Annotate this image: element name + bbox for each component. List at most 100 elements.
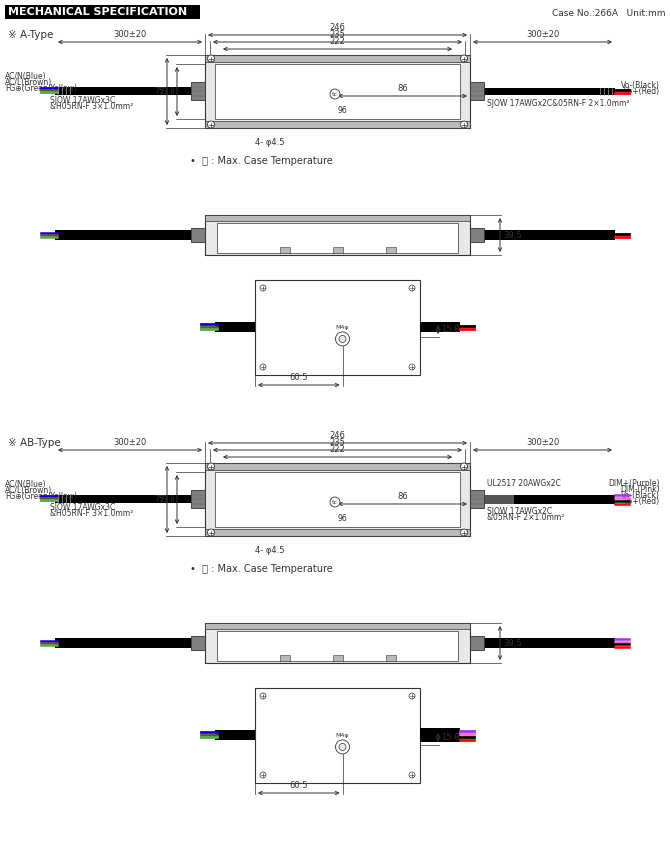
Text: M4φ: M4φ (336, 733, 349, 738)
Text: 4- φ4.5: 4- φ4.5 (255, 546, 285, 555)
Text: 235: 235 (330, 438, 346, 447)
Text: AC/N(Blue): AC/N(Blue) (5, 71, 47, 81)
Text: 60.5: 60.5 (289, 373, 308, 382)
Bar (255, 280, 420, 375)
Circle shape (409, 693, 415, 699)
Text: UL2517 20AWGx2C: UL2517 20AWGx2C (487, 478, 561, 488)
Bar (217, 223, 458, 253)
Bar (191, 636, 205, 650)
Circle shape (208, 55, 214, 62)
Text: MECHANICAL SPECIFICATION: MECHANICAL SPECIFICATION (8, 7, 187, 17)
Circle shape (330, 89, 340, 99)
Circle shape (460, 463, 468, 470)
Text: 246: 246 (330, 431, 346, 440)
Circle shape (336, 740, 350, 754)
Circle shape (208, 463, 214, 470)
Text: 86: 86 (397, 492, 408, 501)
Text: 53.8: 53.8 (158, 495, 175, 504)
Text: &H05RN-F 3×1.0mm²: &H05RN-F 3×1.0mm² (50, 101, 133, 111)
Bar (332, 655, 342, 661)
Bar (215, 472, 460, 527)
Text: 39.5: 39.5 (503, 231, 521, 239)
Bar (470, 82, 484, 100)
Bar (420, 322, 460, 332)
Text: AC/L(Brown): AC/L(Brown) (5, 77, 52, 87)
Text: &H05RN-F 3×1.0mm²: &H05RN-F 3×1.0mm² (50, 510, 133, 518)
Text: tc: tc (332, 92, 338, 97)
Bar (279, 247, 289, 253)
Text: Case No.:266A   Unit:mm: Case No.:266A Unit:mm (551, 9, 665, 18)
Bar (55, 495, 191, 503)
Bar (484, 230, 615, 240)
Text: AC/L(Brown): AC/L(Brown) (5, 486, 52, 494)
Text: 60.5: 60.5 (289, 781, 308, 790)
Bar (484, 87, 615, 94)
Text: FG⊕(Green/Yellow): FG⊕(Green/Yellow) (5, 83, 77, 93)
Text: ※ A-Type: ※ A-Type (8, 30, 54, 40)
Text: 77: 77 (154, 87, 165, 96)
Text: 96: 96 (337, 106, 347, 115)
Bar (55, 87, 191, 95)
Text: SJOW 17AWGx3C: SJOW 17AWGx3C (50, 504, 115, 512)
Bar (191, 228, 205, 242)
Text: 300±20: 300±20 (526, 30, 559, 39)
Bar (5, 5, 200, 19)
Circle shape (260, 772, 266, 778)
Bar (385, 655, 395, 661)
Text: 300±20: 300±20 (113, 30, 147, 39)
Text: 77: 77 (154, 495, 165, 504)
Bar (205, 623, 470, 663)
Text: 300±20: 300±20 (526, 438, 559, 447)
Circle shape (260, 364, 266, 370)
Bar (215, 730, 255, 740)
Text: ※ AB-Type: ※ AB-Type (8, 438, 61, 448)
Bar (205, 55, 470, 128)
Text: 53.8: 53.8 (158, 87, 175, 96)
Circle shape (460, 55, 468, 62)
Text: Vo+(Red): Vo+(Red) (624, 87, 660, 95)
Text: 222: 222 (330, 37, 345, 46)
Text: Vo+(Red): Vo+(Red) (624, 496, 660, 506)
Circle shape (208, 529, 214, 536)
Bar (420, 728, 460, 742)
Bar (205, 121, 470, 128)
Text: &05RN-F 2×1.0mm²: &05RN-F 2×1.0mm² (487, 512, 564, 522)
Bar (191, 490, 205, 508)
Text: Vo-(Black): Vo-(Black) (621, 490, 660, 500)
Bar (205, 463, 470, 536)
Text: 15.8: 15.8 (441, 733, 460, 742)
Circle shape (339, 335, 346, 343)
Text: 300±20: 300±20 (113, 438, 147, 447)
Text: 222: 222 (330, 445, 345, 454)
Bar (191, 82, 205, 100)
Bar (205, 215, 470, 221)
Circle shape (409, 364, 415, 370)
Circle shape (336, 332, 350, 346)
Text: 15.8: 15.8 (441, 325, 460, 334)
Text: FG⊕(Green/Yellow): FG⊕(Green/Yellow) (5, 492, 77, 500)
Bar (205, 463, 470, 470)
Bar (470, 636, 484, 650)
Bar (205, 215, 470, 255)
Text: •  Ⓣ : Max. Case Temperature: • Ⓣ : Max. Case Temperature (190, 564, 333, 574)
Bar (279, 655, 289, 661)
Text: DIM+(Purple): DIM+(Purple) (608, 478, 660, 488)
Text: 4- φ4.5: 4- φ4.5 (255, 138, 285, 147)
Text: Vo-(Black): Vo-(Black) (621, 81, 660, 89)
Text: •  Ⓣ : Max. Case Temperature: • Ⓣ : Max. Case Temperature (190, 156, 333, 166)
Text: 96: 96 (337, 514, 347, 523)
Text: 86: 86 (397, 84, 408, 93)
Bar (215, 322, 255, 332)
Bar (470, 490, 484, 508)
Bar (484, 494, 514, 504)
Bar (217, 631, 458, 661)
Circle shape (409, 772, 415, 778)
Bar (255, 688, 420, 783)
Text: SJOW 17AWGx3C: SJOW 17AWGx3C (50, 95, 115, 105)
Bar (332, 247, 342, 253)
Bar (205, 529, 470, 536)
Circle shape (208, 121, 214, 128)
Text: SJOW 17AWGx2C&05RN-F 2×1.0mm²: SJOW 17AWGx2C&05RN-F 2×1.0mm² (487, 99, 630, 107)
Bar (484, 494, 615, 504)
Circle shape (339, 743, 346, 751)
